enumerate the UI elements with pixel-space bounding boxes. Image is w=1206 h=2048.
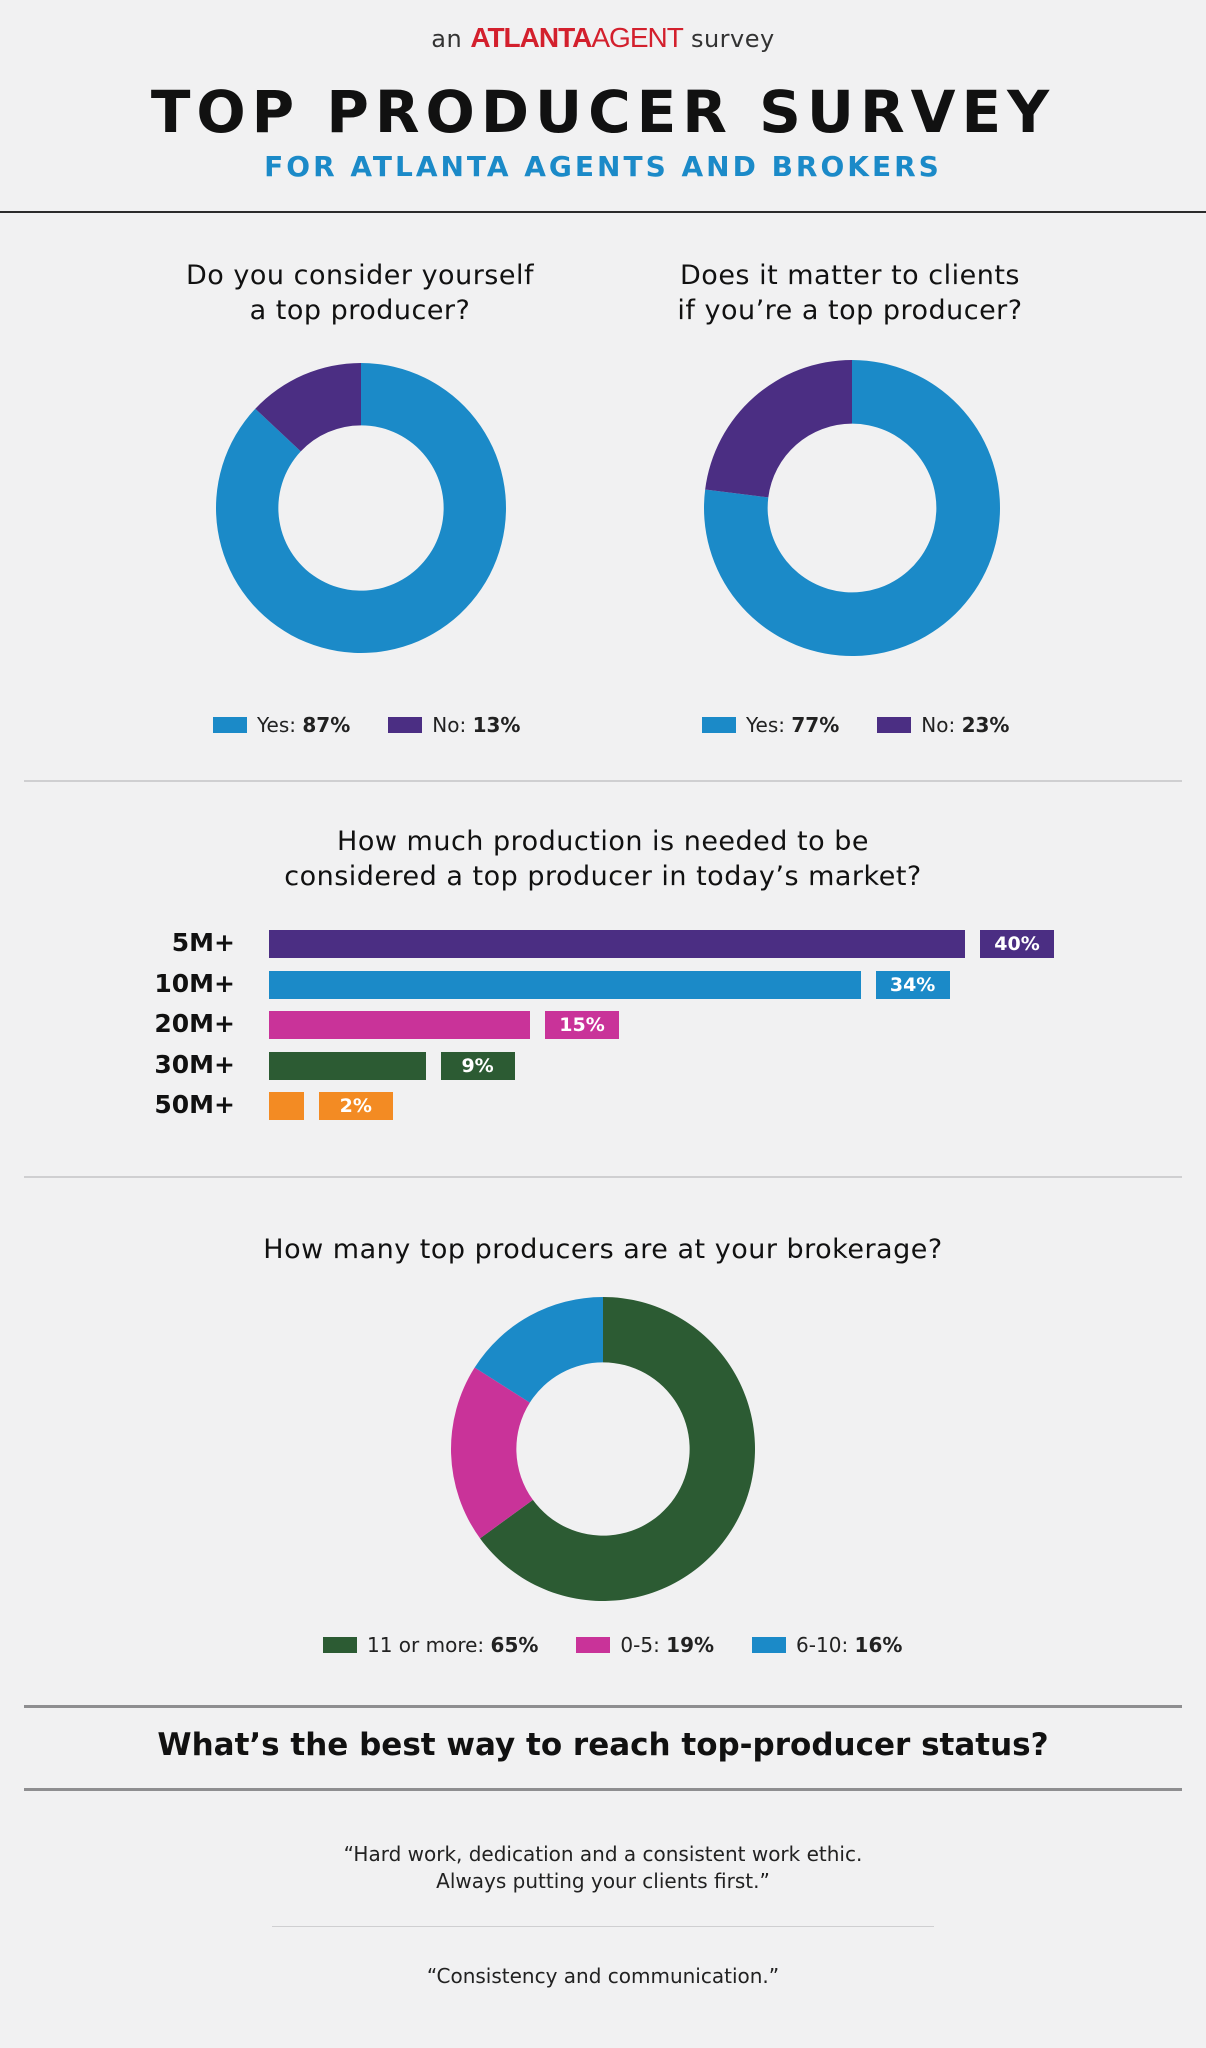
- brand-logo-agent: AGENT: [591, 22, 683, 53]
- chart4-legend-label: 6-10:: [796, 1633, 855, 1657]
- chart3-title-line1: How much production is needed to be: [337, 826, 869, 857]
- chart4-legend-value: 65%: [490, 1633, 539, 1657]
- kicker-pre: an: [431, 25, 463, 53]
- chart1-legend: Yes: 87% No: 13%: [213, 713, 558, 737]
- bar-value-label: 9%: [440, 1051, 515, 1080]
- chart2-legend-label: No:: [921, 713, 962, 737]
- chart2-slice-no: [705, 360, 852, 498]
- quote-1-line2: Always putting your clients first.”: [436, 1869, 770, 1893]
- chart2-legend-item: Yes: 77%: [702, 713, 839, 737]
- quote-2: “Consistency and communication.”: [0, 1963, 1206, 1990]
- status-rule-top: [24, 1705, 1182, 1708]
- chart2-legend-label: Yes:: [746, 713, 792, 737]
- quote-2-line1: “Consistency and communication.”: [426, 1964, 780, 1988]
- status-rule-bottom: [24, 1788, 1182, 1791]
- chart2-legend-value: 23%: [961, 713, 1010, 737]
- chart4-legend-label: 11 or more:: [367, 1633, 491, 1657]
- chart4-slice-11-or-more: [480, 1297, 755, 1601]
- chart1-legend-value: 87%: [302, 713, 351, 737]
- section-divider-1: [24, 780, 1182, 782]
- chart1-legend-label: Yes:: [257, 713, 303, 737]
- chart1-slice-yes: [215, 363, 506, 653]
- chart2-title-line1: Does it matter to clients: [680, 260, 1020, 291]
- survey-kicker: an ATLANTAAGENT survey: [0, 22, 1206, 54]
- chart2-donut: [704, 360, 1000, 656]
- chart4-legend-value: 16%: [854, 1633, 903, 1657]
- chart3-bar-area: 5M+ 40% 10M+ 34% 20M+ 15% 30M+ 9% 50M+ 2%: [0, 928, 1206, 1130]
- chart2-legend-swatch: [702, 716, 736, 733]
- chart1-donut: [215, 363, 506, 653]
- bar-category-label: 30M+: [154, 1049, 235, 1079]
- chart2-title-line2: if you’re a top producer?: [677, 295, 1023, 326]
- chart4-legend-swatch: [323, 1636, 357, 1653]
- chart4-slice-0-5: [451, 1367, 533, 1539]
- kicker-post: survey: [690, 25, 775, 53]
- chart2-slice-yes: [704, 360, 1000, 656]
- chart1-title: Do you consider yourself a top producer?: [160, 258, 560, 328]
- page-title: TOP PRODUCER SURVEY: [150, 78, 1056, 146]
- chart4-donut: [451, 1297, 755, 1601]
- chart1-title-line2: a top producer?: [249, 295, 471, 326]
- chart4-title: How many top producers are at your broke…: [0, 1232, 1206, 1267]
- bar-value-label: 40%: [980, 930, 1054, 958]
- chart4-title-line1: How many top producers are at your broke…: [263, 1234, 943, 1265]
- status-question: What’s the best way to reach top-produce…: [157, 1727, 1049, 1763]
- chart1-legend-label: No:: [432, 713, 473, 737]
- bar-category-label: 20M+: [154, 1009, 235, 1038]
- chart1-legend-item: Yes: 87%: [213, 713, 350, 737]
- chart1-legend-value: 13%: [472, 713, 521, 737]
- bar-value-label: 2%: [318, 1092, 393, 1120]
- chart1-legend-item: No: 13%: [388, 713, 520, 737]
- chart1-legend-swatch: [388, 716, 423, 733]
- quote-1-line1: “Hard work, dedication and a consistent …: [343, 1842, 863, 1866]
- chart2-legend-value: 77%: [791, 713, 840, 737]
- bar-50m: [269, 1092, 304, 1120]
- page-subtitle: FOR ATLANTA AGENTS AND BROKERS: [264, 150, 942, 183]
- bar-20m: [269, 1011, 530, 1039]
- bar-value-label: 15%: [545, 1011, 619, 1039]
- chart4-legend-item: 11 or more: 65%: [323, 1633, 538, 1657]
- chart3-title-line2: considered a top producer in today’s mar…: [284, 861, 922, 892]
- bar-category-label: 5M+: [171, 928, 235, 957]
- chart1-title-line1: Do you consider yourself: [186, 260, 534, 291]
- bar-value-label: 34%: [875, 970, 950, 999]
- chart1-legend-swatch: [213, 716, 247, 733]
- chart4-legend-label: 0-5:: [620, 1633, 667, 1657]
- chart4-legend-swatch: [752, 1636, 787, 1653]
- chart2-legend-item: No: 23%: [877, 713, 1009, 737]
- bar-30m: [269, 1051, 426, 1080]
- chart1-slice-no: [255, 363, 361, 452]
- bar-category-label: 10M+: [154, 968, 235, 998]
- chart4-legend-swatch: [576, 1636, 611, 1653]
- chart4-legend: 11 or more: 65% 0-5: 19% 6-10: 16%: [323, 1633, 940, 1657]
- bar-5m: [269, 930, 965, 958]
- chart2-legend: Yes: 77% No: 23%: [702, 713, 1047, 737]
- bar-category-label: 50M+: [154, 1090, 235, 1119]
- header-divider: [0, 211, 1206, 213]
- chart4-legend-item: 6-10: 16%: [752, 1633, 902, 1657]
- quote-divider: [272, 1926, 934, 1927]
- chart4-slice-6-10: [474, 1297, 603, 1403]
- brand-logo-atlanta: ATLANTA: [470, 22, 592, 53]
- chart2-title: Does it matter to clients if you’re a to…: [650, 258, 1050, 328]
- chart3-title: How much production is needed to be cons…: [0, 824, 1206, 894]
- section-divider-2: [24, 1176, 1182, 1178]
- bar-10m: [269, 970, 861, 999]
- chart4-legend-value: 19%: [666, 1633, 715, 1657]
- chart2-legend-swatch: [877, 716, 912, 733]
- chart4-legend-item: 0-5: 19%: [576, 1633, 714, 1657]
- quote-1: “Hard work, dedication and a consistent …: [0, 1841, 1206, 1895]
